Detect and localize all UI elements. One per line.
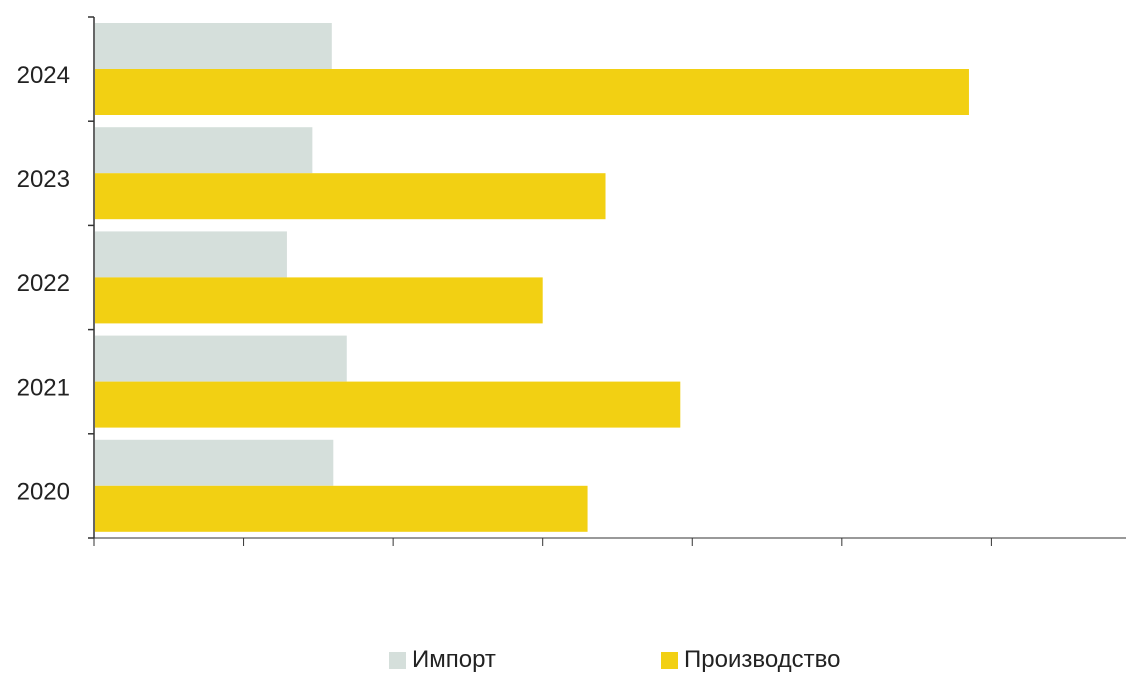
y-tick-label-2023: 2023 — [17, 166, 70, 193]
y-tick-label-2021: 2021 — [17, 374, 70, 401]
legend-label-production: Производство — [684, 646, 841, 673]
bar-production-2021 — [95, 381, 681, 428]
bar-import-2024 — [95, 23, 332, 69]
bars-layer — [95, 23, 969, 532]
bar-production-2020 — [95, 485, 588, 532]
bar-import-2022 — [95, 231, 287, 278]
legend-item-import: Импорт — [389, 646, 496, 674]
bar-production-2023 — [95, 173, 606, 220]
bar-import-2020 — [95, 439, 334, 486]
y-tick-label-2022: 2022 — [17, 270, 70, 297]
bar-production-2024 — [95, 69, 969, 115]
legend-swatch-production — [661, 651, 678, 669]
legend: Импорт Производство — [0, 646, 1126, 682]
bar-import-2021 — [95, 335, 347, 382]
y-tick-labels: 2024 2023 2022 2021 2020 — [17, 62, 70, 506]
axes-layer — [88, 16, 1126, 546]
bar-production-2022 — [95, 277, 543, 324]
bar-import-2023 — [95, 127, 313, 174]
legend-swatch-import — [389, 651, 406, 669]
y-tick-label-2020: 2020 — [17, 479, 70, 506]
y-tick-label-2024: 2024 — [17, 62, 70, 89]
legend-label-import: Импорт — [412, 646, 496, 673]
legend-item-production: Производство — [661, 646, 840, 674]
